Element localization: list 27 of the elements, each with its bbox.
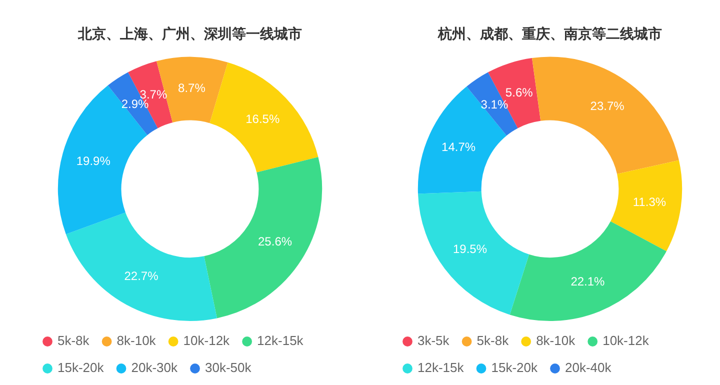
legend-label: 15k-20k bbox=[491, 360, 538, 376]
legend-label: 12k-15k bbox=[418, 360, 464, 376]
legend-label: 5k-8k bbox=[58, 333, 90, 348]
legend-label: 5k-8k bbox=[476, 333, 510, 348]
data-label: 19.9% bbox=[76, 154, 111, 168]
data-label: 25.6% bbox=[258, 234, 292, 249]
data-label: 11.3% bbox=[632, 194, 666, 209]
data-label: 23.7% bbox=[590, 98, 625, 113]
data-label: 22.1% bbox=[570, 274, 606, 288]
data-label: 5.6% bbox=[505, 86, 534, 100]
legend-label: 12k-15k bbox=[257, 333, 304, 348]
legend-label: 10k-12k bbox=[602, 333, 650, 348]
legend-label: 3k-5k bbox=[418, 333, 450, 348]
legend-label: 30k-50k bbox=[205, 360, 252, 376]
legend-label: 8k-10k bbox=[116, 333, 156, 348]
chart-title: 杭州、成都、重庆、南京等二线城市 bbox=[437, 25, 662, 42]
data-label: 8.7% bbox=[178, 80, 206, 95]
data-label: 16.5% bbox=[246, 112, 280, 126]
legend-label: 10k-12k bbox=[183, 333, 230, 348]
data-label: 14.7% bbox=[442, 140, 476, 154]
legend-label: 15k-20k bbox=[58, 360, 104, 376]
legend-label: 20k-30k bbox=[131, 360, 178, 376]
chart-title: 北京、上海、广州、深圳等一线城市 bbox=[77, 25, 302, 42]
legend-label: 20k-40k bbox=[565, 360, 612, 376]
data-label: 22.7% bbox=[124, 268, 159, 283]
legend-label: 8k-10k bbox=[536, 333, 576, 348]
data-label: 19.5% bbox=[452, 242, 488, 256]
